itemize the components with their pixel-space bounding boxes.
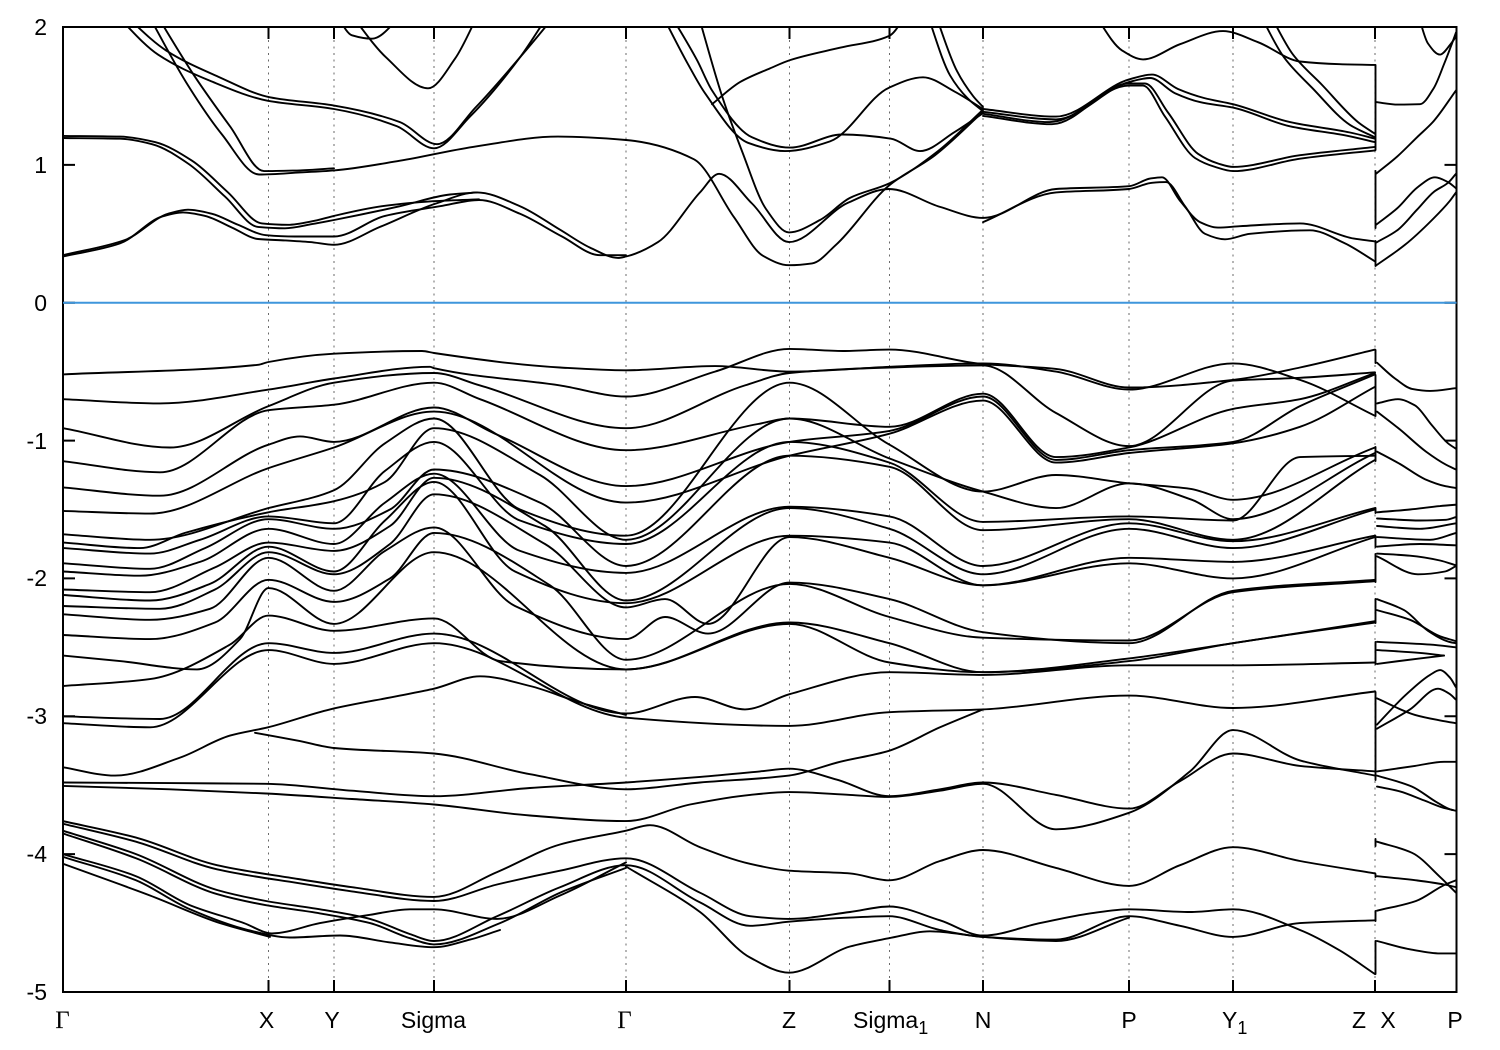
svg-text:P: P	[1447, 1007, 1462, 1033]
svg-text:Z: Z	[1352, 1007, 1366, 1033]
svg-text:Y: Y	[324, 1007, 339, 1033]
svg-text:N: N	[975, 1007, 992, 1033]
svg-text:-3: -3	[27, 703, 47, 729]
svg-text:-5: -5	[27, 979, 47, 1005]
svg-text:Sigma1: Sigma1	[853, 1007, 928, 1038]
svg-text:0: 0	[34, 290, 47, 316]
svg-text:Z: Z	[782, 1007, 796, 1033]
svg-text:-1: -1	[27, 428, 47, 454]
svg-text:X: X	[259, 1007, 274, 1033]
svg-text:1: 1	[34, 152, 47, 178]
svg-text:Γ: Γ	[55, 1007, 69, 1034]
svg-text:X: X	[1380, 1007, 1395, 1033]
svg-text:-2: -2	[27, 565, 47, 591]
svg-text:Sigma: Sigma	[401, 1007, 466, 1033]
svg-text:P: P	[1121, 1007, 1136, 1033]
svg-text:-4: -4	[27, 841, 48, 867]
svg-text:2: 2	[34, 14, 47, 40]
svg-text:Γ: Γ	[617, 1007, 631, 1034]
